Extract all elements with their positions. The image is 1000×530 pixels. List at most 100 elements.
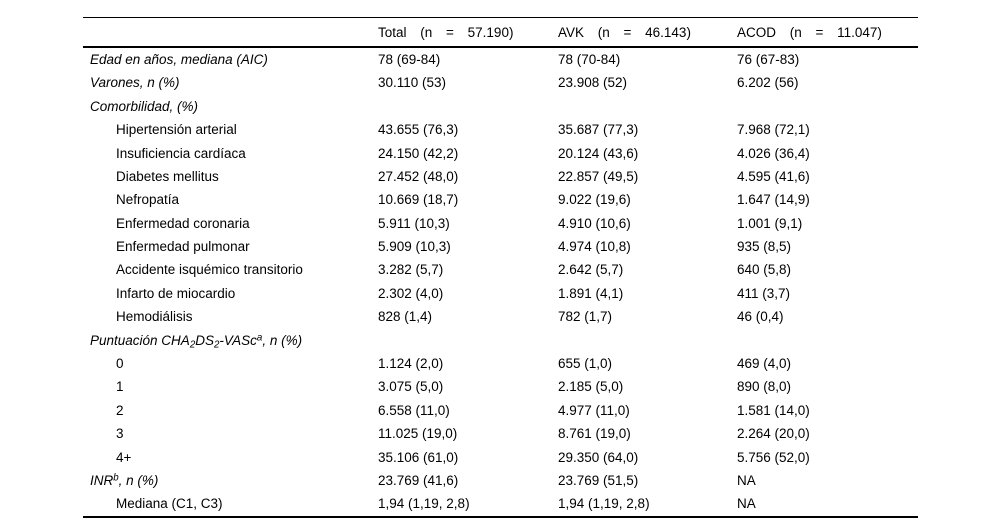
cell-avk: 4.974 (10,8) [558,239,631,255]
cell-avk: 1,94 (1,19, 2,8) [558,492,737,518]
cell-total: 35.106 (61,0) [378,449,459,465]
table-row: Enfermedad coronaria 5.911 (10,3) 4.910 (1… [83,212,918,235]
row-label-text: 4+ [116,449,132,465]
row-label-text: -VASc [219,332,257,348]
cell-avk: 23.769 (51,5) [558,472,639,488]
row-label-text: , n (%) [118,472,159,488]
table-row: Hemodiálisis 828 (1,4) 782 (1,7) 46 (0,4) [83,305,918,328]
cell-total: 3.282 (5,7) [378,262,444,278]
cell-total: 24.150 (42,2) [378,145,459,161]
row-label-text: Insuficiencia cardíaca [116,145,246,161]
row-label: Hipertensión arterial [83,118,378,141]
table-row: 3 11.025 (19,0) 8.761 (19,0) 2.264 (20,0) [83,422,918,445]
table-row: 4+ 35.106 (61,0) 29.350 (64,0) 5.756 (52,0) [83,446,918,469]
cell-acod: 46 (0,4) [737,309,784,325]
row-label-text: 1 [116,379,124,395]
table-row: Hipertensión arterial 43.655 (76,3) 35.687… [83,118,918,141]
cell-acod: 4.026 (36,4) [737,145,810,161]
table-row: Nefropatía 10.669 (18,7) 9.022 (19,6) 1.647… [83,188,918,211]
cell-acod: 5.756 (52,0) [737,449,810,465]
row-label-text: Comorbilidad, (%) [90,98,199,114]
row-label-text: Edad en años, mediana (AIC) [90,51,268,67]
header-total-column: Total (n = 57.190) [378,17,558,48]
header-row-label-column [83,17,378,48]
row-label-text: Nefropatía [116,192,180,208]
row-label: Edad en años, mediana (AIC) [83,47,378,71]
cell-acod: NA [737,472,756,488]
row-label: Diabetes mellitus [83,165,378,188]
cell-avk: 20.124 (43,6) [558,145,639,161]
row-label-text: DS [195,332,214,348]
cell-total: 2.302 (4,0) [378,285,444,301]
cell-acod: 4.595 (41,6) [737,168,810,184]
cell-acod: 411 (3,7) [737,285,791,301]
cell-acod [737,329,918,352]
cell-total: 11.025 (19,0) [378,426,458,442]
cell-total: 30.110 (53) [378,75,447,91]
table-row: INRb, n (%) 23.769 (41,6) 23.769 (51,5) NA [83,469,918,492]
cell-total: 1.124 (2,0) [378,356,444,372]
cell-acod: 7.968 (72,1) [737,122,810,138]
row-label-sub-text: 2 [189,339,196,351]
cell-total: 43.655 (76,3) [378,122,459,138]
row-label: Comorbilidad, (%) [83,95,378,118]
row-label-text: INR [90,472,114,488]
row-label: Insuficiencia cardíaca [83,142,378,165]
cell-avk: 29.350 (64,0) [558,449,639,465]
row-label-text: 2 [116,402,124,418]
row-label: Mediana (C1, C3) [83,492,378,518]
cell-avk: 4.910 (10,6) [558,215,631,231]
row-label-text: Infarto de miocardio [116,285,236,301]
cell-total: 828 (1,4) [378,309,433,325]
cell-total: 10.669 (18,7) [378,192,459,208]
cell-acod: NA [737,492,918,518]
cell-avk: 1.891 (4,1) [558,285,624,301]
table-row: 1 3.075 (5,0) 2.185 (5,0) 890 (8,0) [83,375,918,398]
cell-acod: 1.581 (14,0) [737,402,810,418]
cell-acod: 935 (8,5) [737,239,792,255]
row-label: Accidente isquémico transitorio [83,259,378,282]
row-label: Nefropatía [83,188,378,211]
cell-total: 5.911 (10,3) [378,215,450,231]
row-label-sup-text: a [256,332,263,344]
table-row: Comorbilidad, (%) [83,95,918,118]
cell-total: 3.075 (5,0) [378,379,444,395]
cell-total: 27.452 (48,0) [378,168,459,184]
table-row: Mediana (C1, C3) 1,94 (1,19, 2,8) 1,94 (1,… [83,492,918,518]
cell-acod: 469 (4,0) [737,356,792,372]
cell-total [378,329,558,352]
row-label-sup-text: b [113,472,119,484]
table-row: Enfermedad pulmonar 5.909 (10,3) 4.974 (10… [83,235,918,258]
table-body: Edad en años, mediana (AIC) 78 (69-84) 78 … [83,47,918,518]
row-label-text: Accidente isquémico transitorio [116,262,303,278]
row-label: 4+ [83,446,378,469]
row-label: 3 [83,422,378,445]
cell-avk: 2.642 (5,7) [558,262,624,278]
row-label: Enfermedad pulmonar [83,235,378,258]
cell-avk: 35.687 (77,3) [558,122,639,138]
cell-acod: 1.001 (9,1) [737,215,803,231]
cell-avk [558,95,737,118]
table-row: Diabetes mellitus 27.452 (48,0) 22.857 (49… [83,165,918,188]
cell-acod: 640 (5,8) [737,262,792,278]
cell-avk: 9.022 (19,6) [558,192,631,208]
row-label: 1 [83,375,378,398]
row-label-text: Hipertensión arterial [116,122,237,138]
table-row: Edad en años, mediana (AIC) 78 (69-84) 78 … [83,47,918,71]
cell-total: 23.769 (41,6) [378,472,459,488]
cell-avk: 23.908 (52) [558,75,628,91]
row-label-sub-text: 2 [213,339,220,351]
table-row: 0 1.124 (2,0) 655 (1,0) 469 (4,0) [83,352,918,375]
row-label: Enfermedad coronaria [83,212,378,235]
cell-avk: 4.977 (11,0) [558,402,630,418]
row-label-text: Varones, n (%) [90,75,180,91]
cell-avk: 22.857 (49,5) [558,168,639,184]
row-label: 2 [83,399,378,422]
cell-total [378,95,558,118]
cell-avk [558,329,737,352]
row-label-text: Hemodiálisis [116,309,193,325]
cell-acod: 2.264 (20,0) [737,426,810,442]
table-row: Varones, n (%) 30.110 (53) 23.908 (52) 6.20… [83,71,918,94]
row-label: 0 [83,352,378,375]
table-row: Accidente isquémico transitorio 3.282 (5,… [83,259,918,282]
